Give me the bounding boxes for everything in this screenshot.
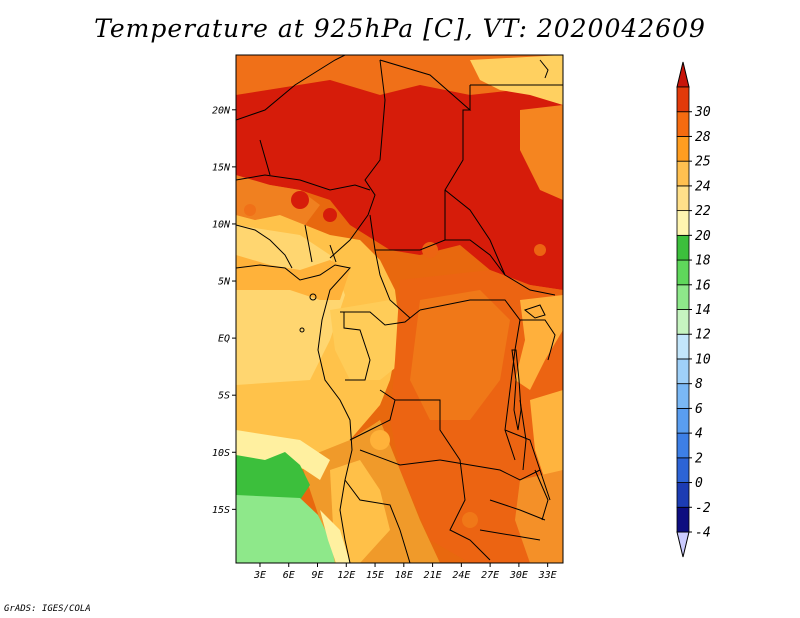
colorbar-label: 4 (695, 427, 703, 442)
lon-tick-label: 24E (452, 570, 470, 581)
colorbar-label: -2 (695, 501, 711, 516)
colorbar-label: -4 (695, 526, 711, 541)
colorbar-swatch (676, 185, 690, 212)
colorbar-label: 10 (695, 352, 711, 367)
colorbar-swatch (676, 358, 690, 385)
colorbar-swatch (676, 333, 690, 360)
lon-tick-label: 15E (366, 570, 384, 581)
colorbar-swatch (676, 432, 690, 459)
lon-tick-label: 3E (253, 570, 266, 581)
lon-tick-label: 9E (311, 570, 323, 581)
colorbar-label: 16 (695, 278, 711, 293)
lon-tick-label: 12E (337, 570, 355, 581)
colorbar-label: 24 (695, 179, 711, 194)
colorbar-label: 28 (695, 130, 711, 145)
country-boundaries (236, 55, 563, 563)
colorbar-swatch (676, 407, 690, 434)
latitude-axis: 20N 15N 10N 5N EQ 5S 10S 15S (212, 105, 236, 516)
colorbar-label: 25 (695, 155, 711, 170)
colorbar-low-triangle (676, 531, 690, 558)
lon-tick-label: 18E (395, 570, 413, 581)
grads-credit: GrADS: IGES/COLA (4, 604, 91, 614)
colorbar-label: 20 (695, 229, 711, 244)
colorbar-label: 8 (695, 377, 703, 392)
lon-tick-label: 30E (509, 570, 528, 581)
lat-tick-label: 15S (212, 505, 230, 516)
colorbar-swatch (676, 506, 690, 533)
colorbar-swatch (676, 111, 690, 137)
colorbar-high-triangle (676, 61, 690, 88)
lat-tick-label: EQ (218, 334, 230, 345)
chart-title: Temperature at 925hPa [C], VT: 202004260… (94, 14, 706, 43)
colorbar-label: 14 (695, 303, 711, 318)
lat-tick-label: 5N (218, 277, 231, 288)
colorbar-swatch (676, 136, 690, 162)
lon-tick-label: 33E (538, 570, 557, 581)
lon-tick-label: 6E (283, 570, 295, 581)
colorbar-swatch (676, 160, 690, 187)
colorbar-swatch (676, 86, 690, 113)
colorbar-label: 0 (695, 476, 703, 491)
colorbar-swatch (676, 259, 690, 286)
lon-tick-label: 21E (424, 570, 442, 581)
colorbar-label: 30 (694, 105, 711, 120)
longitude-axis: 3E 6E 9E 12E 15E 18E 21E 24E 27E 30E 33E (253, 563, 557, 581)
colorbar-swatch (676, 457, 690, 483)
lat-tick-label: 10S (212, 448, 230, 459)
colorbar-swatch (676, 210, 690, 236)
colorbar-label: 18 (695, 254, 711, 269)
colorbar-swatch (676, 309, 690, 335)
colorbar-label: 12 (695, 328, 711, 343)
colorbar-swatch (676, 284, 690, 310)
colorbar-swatch (676, 234, 690, 261)
colorbar-label: 2 (695, 451, 703, 466)
lat-tick-label: 15N (212, 162, 231, 173)
lat-tick-label: 5S (218, 391, 230, 402)
colorbar-swatch (676, 383, 690, 409)
colorbar-label: 6 (695, 402, 703, 417)
colorbar-swatch (676, 482, 690, 508)
map-frame (235, 54, 564, 564)
lat-tick-label: 10N (212, 219, 231, 230)
lon-tick-label: 27E (481, 570, 499, 581)
lat-tick-label: 20N (212, 105, 231, 116)
colorbar-label: 22 (695, 204, 711, 219)
